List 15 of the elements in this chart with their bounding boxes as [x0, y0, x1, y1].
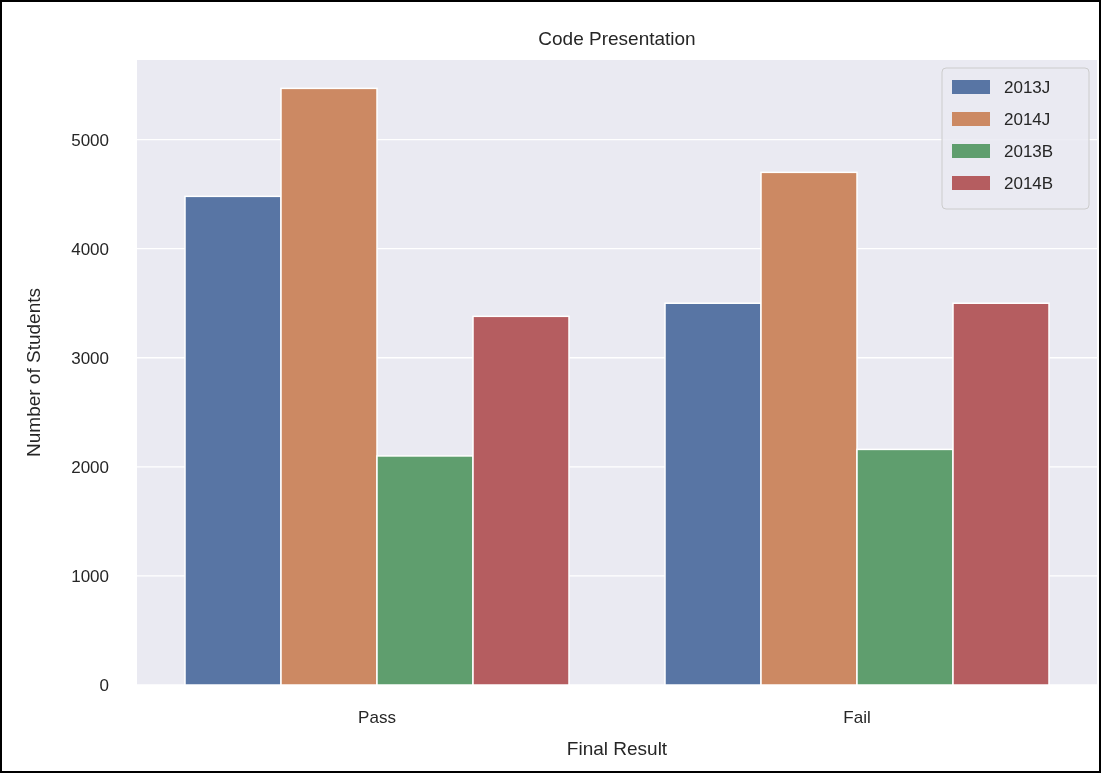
legend-label: 2013J: [1004, 77, 1051, 97]
y-tick-label: 0: [99, 675, 109, 695]
x-tick-label: Fail: [843, 708, 871, 727]
y-tick-label: 5000: [71, 130, 109, 150]
y-tick-label: 1000: [71, 566, 109, 586]
x-axis-title: Final Result: [566, 738, 668, 759]
x-tick-label: Pass: [358, 708, 396, 727]
legend-label: 2013B: [1004, 141, 1054, 161]
y-axis-title: Number of Students: [23, 288, 44, 457]
y-tick-label: 2000: [71, 457, 109, 477]
y-tick-label: 4000: [71, 239, 109, 259]
legend-label: 2014B: [1004, 173, 1054, 193]
chart-title: Code Presentation: [538, 28, 696, 49]
legend-label: 2014J: [1004, 109, 1051, 129]
y-tick-label: 3000: [71, 348, 109, 368]
